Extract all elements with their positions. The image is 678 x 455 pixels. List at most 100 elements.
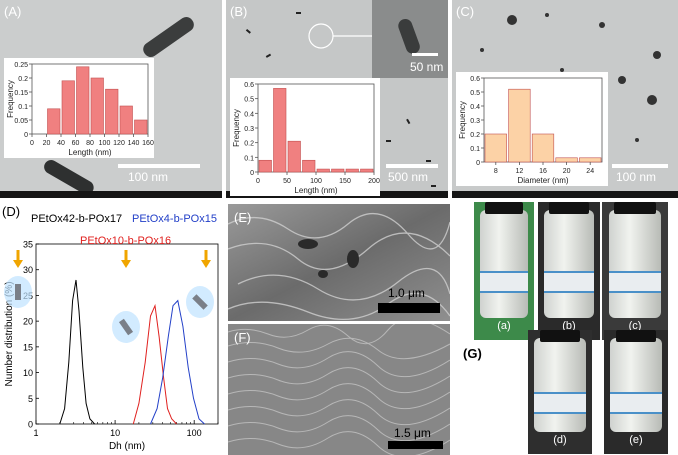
scale-bar-label: 100 nm (616, 170, 657, 184)
panel-label: (A) (4, 4, 22, 19)
sem-texture-e (228, 204, 450, 321)
y-tick-label: 0.2 (244, 141, 254, 148)
series-line (132, 303, 177, 425)
legend-entry: PEtOx42-b-POx17 (31, 213, 122, 225)
y-tick-label: 15 (23, 342, 33, 352)
panel-a-tem-image: (A) 100 nm 0 0.05 0.1 0.15 0.2 0.25 0 20 40 60 80 1… (0, 0, 222, 198)
x-tick-label: 1 (33, 428, 38, 438)
inset-scale-bar-label: 50 nm (410, 60, 444, 74)
vial-label: (d) (553, 434, 567, 446)
tem-info-bar (0, 191, 222, 198)
y-tick-label: 0.2 (470, 132, 480, 139)
vial-tape (480, 271, 528, 293)
scale-bar-label: 500 nm (388, 170, 429, 184)
vial-cap (615, 330, 657, 342)
scale-bar (378, 303, 440, 313)
y-tick-label: 0.1 (470, 146, 480, 153)
x-tick-label: 0 (256, 178, 260, 185)
y-tick-label: 0.3 (244, 126, 254, 133)
scale-bar (388, 441, 443, 449)
series-line (59, 279, 95, 425)
histogram-bar (345, 168, 359, 173)
vial-body (480, 210, 528, 318)
y-tick-label: 0.15 (14, 90, 28, 97)
vial-cap (613, 202, 657, 214)
vial-photo: (c) (602, 202, 668, 340)
vial-tape (534, 392, 586, 414)
histogram-bar (76, 66, 90, 135)
x-tick-label: 100 (310, 178, 322, 185)
vial-body (610, 338, 662, 432)
histogram-bar (555, 157, 578, 163)
y-tick-label: 5 (28, 394, 33, 404)
series-line (150, 299, 205, 425)
histogram-bar (61, 80, 75, 135)
y-axis-label: Number distribution (%) (4, 281, 15, 386)
panel-e-sem-image: (E) 1.0 μm (228, 204, 450, 321)
histogram-bar (90, 77, 104, 135)
histogram-bar (134, 119, 148, 135)
y-tick-label: 0.4 (244, 111, 254, 118)
panel-label: (B) (230, 4, 248, 19)
y-tick-label: 35 (23, 240, 33, 250)
y-tick-label: 0.5 (470, 90, 480, 97)
x-tick-label: 100 (187, 428, 202, 438)
x-tick-label: 16 (539, 168, 547, 175)
y-tick-label: 0.1 (18, 104, 28, 111)
y-tick-label: 0 (28, 420, 33, 430)
vial-label: (a) (497, 320, 511, 332)
panel-c-tem-image: (C) 100 nm 0 0.1 0.2 0.3 0.4 0.5 0.6 8 12 16 20 24 D… (452, 0, 678, 198)
vial-cap (549, 202, 589, 214)
scale-bar-label: 1.0 μm (388, 286, 425, 300)
x-axis-label: Dh (nm) (109, 441, 145, 452)
vial-body (608, 210, 662, 318)
histogram-bar (531, 133, 555, 163)
y-tick-label: 0 (250, 170, 254, 177)
panel-d-dls-chart: (D) 05101520253035110100Dh (nm)Number di… (0, 202, 224, 455)
y-tick-label: 0.2 (18, 76, 28, 83)
panel-b-tem-image: 50 nm (B) 500 nm 0 0.1 0.2 0.3 0.4 0.5 0.6 0 50 1… (226, 0, 448, 198)
y-tick-label: 0.25 (14, 62, 28, 69)
panel-label: (D) (2, 204, 21, 219)
histogram-bar (105, 88, 119, 135)
x-tick-label: 100 (99, 140, 111, 147)
micelle-rod-icon (118, 318, 134, 336)
y-tick-label: 0 (476, 160, 480, 167)
y-tick-label: 0.6 (244, 82, 254, 89)
sem-texture-f (228, 324, 450, 455)
histogram-c: 0 0.1 0.2 0.3 0.4 0.5 0.6 8 12 16 20 24 Diameter (nm… (456, 72, 608, 186)
scale-bar (612, 164, 668, 168)
x-tick-label: 200 (368, 178, 380, 185)
vial-photo: (b) (538, 202, 600, 340)
y-axis-label: Frequency (232, 109, 241, 147)
y-tick-label: 0.4 (470, 104, 480, 111)
scale-bar (386, 164, 438, 168)
histogram-b: 0 0.1 0.2 0.3 0.4 0.5 0.6 0 50 100 150 200 Length (n… (230, 78, 380, 196)
histogram-bar (484, 133, 507, 163)
y-tick-label: 20 (23, 317, 33, 327)
x-tick-label: 120 (113, 140, 125, 147)
arrow-head-icon (13, 260, 23, 268)
x-tick-label: 60 (72, 140, 80, 147)
panel-label: (E) (234, 210, 252, 225)
y-tick-label: 0.5 (244, 97, 254, 104)
x-axis-label: Length (nm) (68, 148, 111, 157)
vial-label: (e) (629, 434, 643, 446)
histogram-bar (579, 157, 602, 163)
micelle-rod-icon (192, 294, 208, 310)
x-tick-label: 80 (86, 140, 94, 147)
vial-cap (484, 202, 524, 214)
histogram-bar (360, 168, 374, 173)
vial-label: (c) (628, 320, 642, 332)
panel-f-sem-image: (F) 1.5 μm (228, 324, 450, 455)
x-axis-label: Diameter (nm) (517, 176, 568, 185)
vial-tape (608, 271, 662, 293)
x-tick-label: 20 (563, 168, 571, 175)
vial-tape (544, 271, 594, 293)
inset-scale-bar (412, 53, 438, 56)
scale-bar-label: 1.5 μm (394, 426, 431, 440)
x-tick-label: 40 (57, 140, 65, 147)
y-tick-label: 0.3 (470, 118, 480, 125)
y-axis-label: Frequency (458, 101, 467, 139)
vial-photo: (e) (604, 330, 668, 454)
